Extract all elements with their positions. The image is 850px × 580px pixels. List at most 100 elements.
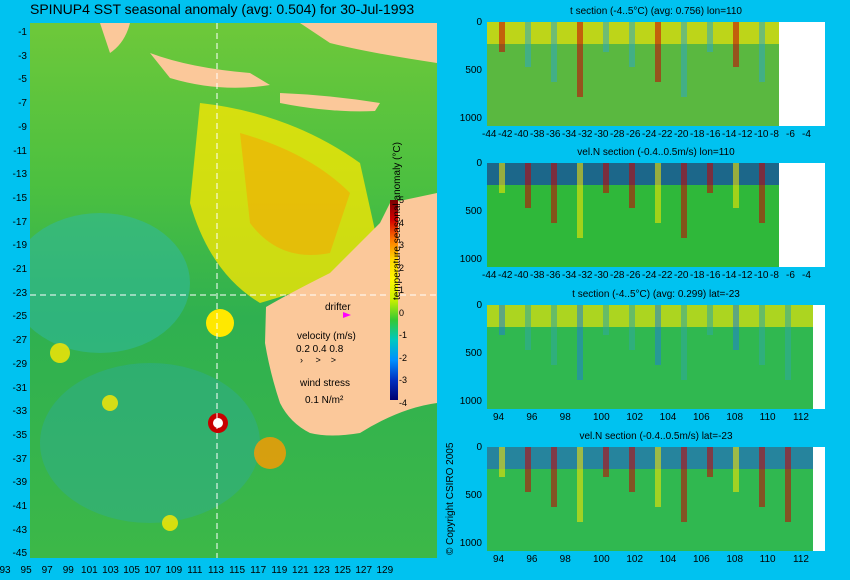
colorbar-tick: 1 [399, 285, 405, 295]
map-y-label: -29 [12, 358, 27, 370]
map-y-label: -39 [12, 477, 27, 489]
map-y-label: -17 [12, 216, 27, 228]
panel-x-label: 94 [493, 412, 505, 423]
panel-x-label: -30 [594, 270, 609, 281]
map-y-label: -11 [13, 145, 27, 157]
map-x-label: 107 [144, 565, 162, 576]
map-y-label: -27 [12, 335, 27, 347]
section-panel-graphic [487, 22, 825, 126]
section-panel[interactable] [487, 22, 825, 126]
panel-x-label: 98 [559, 554, 571, 565]
panel-x-label: 104 [659, 554, 677, 565]
map-x-label: 125 [334, 565, 351, 576]
sst-map[interactable] [30, 23, 437, 558]
panel-y-label: 1000 [459, 538, 482, 549]
section-panel[interactable] [487, 447, 825, 551]
panel-x-label: -30 [594, 129, 609, 140]
colorbar-tick: 4 [399, 217, 405, 228]
colorbar-tick: -1 [399, 330, 408, 340]
colorbar-tick: 3 [399, 240, 405, 250]
section-panel-graphic [487, 447, 825, 551]
colorbar-tick: 5 [399, 195, 405, 205]
panel-x-label: -8 [770, 270, 779, 281]
velocity-legend-scale: 0.2 0.4 0.8 [296, 344, 344, 355]
panel-x-label: -42 [498, 270, 513, 281]
panel-x-label: 102 [626, 412, 644, 423]
map-x-label: 115 [229, 565, 246, 576]
panel-title: t section (-4..5°C) (avg: 0.299) lat=-23 [572, 289, 740, 300]
drifter-legend-label: drifter [325, 302, 351, 313]
map-x-label: 95 [20, 565, 32, 576]
panel-x-label: -18 [690, 129, 705, 140]
colorbar-tick: 0 [399, 307, 405, 318]
map-y-label: -43 [12, 524, 27, 536]
panel-x-label: -14 [722, 129, 737, 140]
map-x-label: 105 [123, 565, 140, 576]
panel-x-label: -6 [786, 129, 795, 140]
map-y-label: -21 [12, 264, 27, 275]
wind-legend-title: wind stress [300, 378, 351, 389]
panel-x-label: -26 [626, 270, 641, 281]
map-y-label: -5 [18, 74, 27, 86]
map-y-label: -33 [12, 406, 27, 418]
panel-x-label: -22 [658, 270, 673, 281]
map-x-label: 109 [165, 565, 183, 576]
section-panel[interactable] [487, 305, 825, 409]
map-y-label: -23 [12, 287, 27, 299]
panel-y-label: 1000 [459, 113, 482, 124]
panel-title: vel.N section (-0.4..0.5m/s) lon=110 [577, 147, 735, 158]
panel-y-label: 0 [476, 17, 482, 28]
map-y-label: -31 [12, 382, 27, 394]
panel-x-label: -6 [786, 270, 795, 281]
panel-x-label: -12 [738, 270, 753, 281]
map-x-label: 99 [62, 565, 74, 576]
panel-x-label: -36 [546, 270, 561, 281]
colorbar-label: temperature seasonal anomaly (°C) [392, 142, 403, 300]
panel-y-label: 0 [476, 300, 482, 311]
panel-x-label: -40 [514, 270, 529, 281]
map-y-label: -9 [18, 121, 27, 133]
panel-x-label: 112 [793, 412, 809, 423]
copyright: © Copyright CSIRO 2005 [445, 442, 456, 555]
map-y-label: -7 [18, 98, 27, 110]
panel-y-label: 500 [465, 65, 482, 76]
panel-x-label: -20 [674, 270, 689, 281]
panel-x-label: -44 [482, 129, 497, 140]
map-y-label: -13 [12, 169, 27, 181]
section-panel-graphic [487, 163, 825, 267]
colorbar-tick: -3 [399, 375, 408, 385]
panel-x-label: 94 [493, 554, 505, 565]
panel-x-label: 106 [693, 554, 710, 565]
wind-legend-scale: 0.1 N/m² [305, 395, 344, 406]
panel-x-label: -28 [610, 129, 625, 140]
panel-x-label: -36 [546, 129, 561, 140]
colorbar-tick: 2 [399, 262, 405, 273]
panel-y-label: 0 [476, 442, 482, 453]
panel-x-label: -38 [530, 129, 545, 140]
map-y-label: -41 [12, 501, 27, 512]
panel-x-label: 110 [759, 554, 776, 565]
panel-x-label: -16 [706, 129, 721, 140]
section-panel[interactable] [487, 163, 825, 267]
panel-y-label: 500 [465, 206, 482, 217]
velocity-legend-title: velocity (m/s) [297, 331, 356, 342]
colorbar [390, 200, 398, 400]
panel-y-label: 1000 [459, 254, 482, 265]
map-x-label: 117 [250, 565, 267, 576]
colorbar-tick: -4 [399, 397, 408, 408]
map-y-label: -37 [12, 453, 27, 465]
panel-y-label: 500 [465, 490, 482, 501]
panel-x-label: -18 [690, 270, 705, 281]
map-x-label: 123 [313, 565, 330, 576]
panel-x-label: -12 [738, 129, 753, 140]
panel-x-label: -32 [578, 270, 593, 281]
panel-title: t section (-4..5°C) (avg: 0.756) lon=110 [570, 6, 742, 17]
map-x-label: 113 [208, 565, 224, 576]
panel-x-label: 98 [559, 412, 571, 423]
panel-x-label: 100 [593, 412, 610, 423]
map-x-label: 127 [355, 565, 373, 576]
sst-map-graphic [30, 23, 437, 558]
panel-x-label: -28 [610, 270, 625, 281]
panel-x-label: -10 [754, 129, 769, 140]
map-x-label: 129 [376, 565, 394, 576]
